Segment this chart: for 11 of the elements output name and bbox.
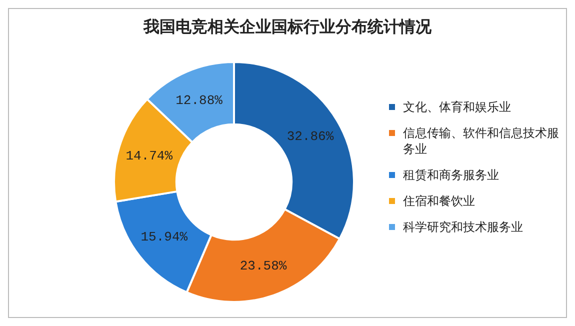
legend-label: 信息传输、软件和信息技术服务业 <box>403 125 559 157</box>
chart-title: 我国电竞相关企业国标行业分布统计情况 <box>142 17 432 38</box>
legend-label: 住宿和餐饮业 <box>403 193 475 209</box>
data-label: 15.94% <box>140 229 188 244</box>
legend-label: 租赁和商务服务业 <box>403 167 499 183</box>
data-label: 23.58% <box>240 258 287 274</box>
data-label: 12.88% <box>176 92 223 108</box>
legend-label: 科学研究和技术服务业 <box>403 219 523 235</box>
data-label: 14.74% <box>126 148 173 164</box>
legend-label: 文化、体育和娱乐业 <box>403 99 511 115</box>
data-label: 32.86% <box>286 128 334 144</box>
